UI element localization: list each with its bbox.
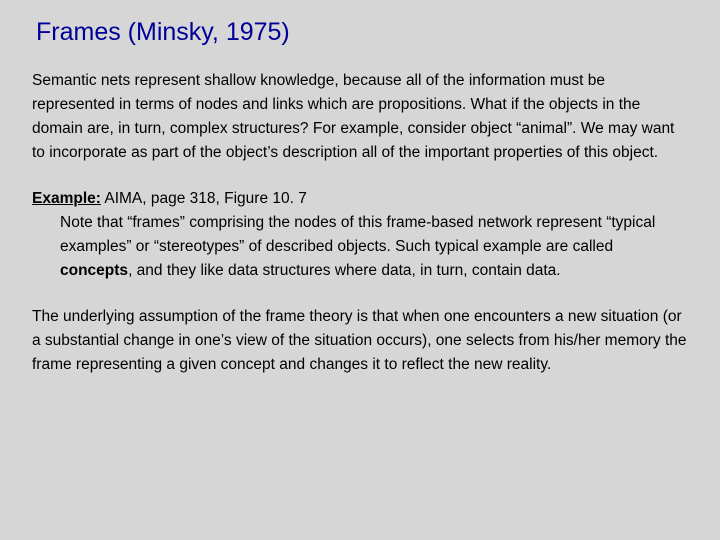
paragraph-frame-theory: The underlying assumption of the frame t… <box>32 305 688 377</box>
example-reference: AIMA, page 318, Figure 10. 7 <box>101 190 307 207</box>
slide-title: Frames (Minsky, 1975) <box>36 18 688 47</box>
paragraph-intro: Semantic nets represent shallow knowledg… <box>32 69 688 165</box>
example-label: Example: <box>32 190 101 207</box>
example-block: Example: AIMA, page 318, Figure 10. 7 No… <box>32 187 688 283</box>
example-body: Note that “frames” comprising the nodes … <box>60 211 688 283</box>
slide-container: Frames (Minsky, 1975) Semantic nets repr… <box>0 0 720 540</box>
example-text-after: , and they like data structures where da… <box>128 262 561 279</box>
example-text-before: Note that “frames” comprising the nodes … <box>60 214 655 255</box>
example-bold-concepts: concepts <box>60 262 128 279</box>
